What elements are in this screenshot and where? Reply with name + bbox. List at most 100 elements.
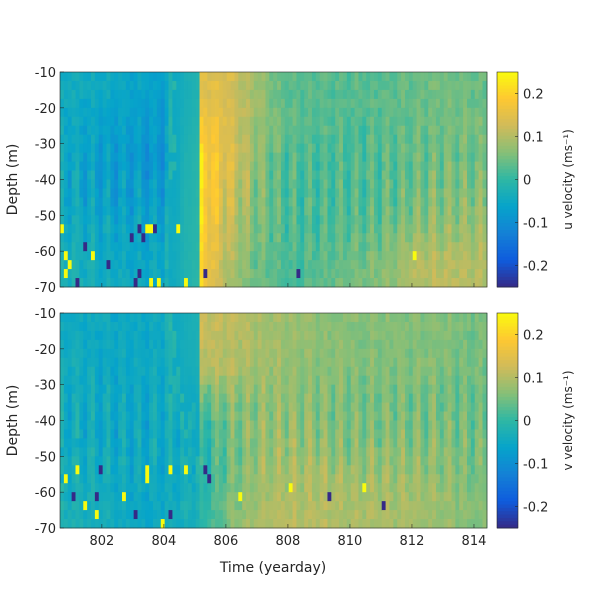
heatmap-cell — [246, 206, 250, 215]
heatmap-cell — [277, 403, 281, 412]
heatmap-cell — [87, 492, 91, 501]
heatmap-cell — [234, 251, 238, 260]
heatmap-cell — [87, 206, 91, 215]
heatmap-cell — [409, 278, 413, 287]
heatmap-cell — [231, 313, 235, 322]
heatmap-cell — [76, 322, 80, 331]
heatmap-cell — [180, 242, 184, 251]
heatmap-cell — [180, 501, 184, 510]
heatmap-cell — [114, 438, 118, 447]
heatmap-cell — [207, 108, 211, 117]
heatmap-cell — [72, 501, 76, 510]
heatmap-cell — [285, 376, 289, 385]
heatmap-cell — [211, 501, 215, 510]
heatmap-cell — [134, 510, 138, 519]
heatmap-cell — [76, 376, 80, 385]
heatmap-cell — [114, 108, 118, 117]
heatmap-cell — [157, 233, 161, 242]
heatmap-cell — [246, 81, 250, 90]
heatmap-cell — [110, 483, 114, 492]
heatmap-cell — [196, 72, 200, 81]
heatmap-cell — [265, 474, 269, 483]
heatmap-cell — [161, 126, 165, 135]
heatmap-cell — [60, 260, 64, 269]
heatmap-cell — [370, 171, 374, 180]
heatmap-cell — [196, 322, 200, 331]
heatmap-cell — [296, 519, 300, 528]
heatmap-cell — [289, 456, 293, 465]
heatmap-cell — [246, 349, 250, 358]
heatmap-cell — [211, 197, 215, 206]
heatmap-cell — [227, 117, 231, 126]
heatmap-cell — [281, 331, 285, 340]
heatmap-cell — [386, 358, 390, 367]
heatmap-cell — [343, 206, 347, 215]
heatmap-cell — [444, 72, 448, 81]
heatmap-cell — [269, 394, 273, 403]
heatmap-cell — [138, 358, 142, 367]
heatmap-cell — [265, 72, 269, 81]
heatmap-cell — [211, 519, 215, 528]
heatmap-cell — [211, 492, 215, 501]
colorbar-segment — [497, 270, 518, 274]
heatmap-cell — [413, 394, 417, 403]
heatmap-cell — [293, 188, 297, 197]
heatmap-cell — [114, 340, 118, 349]
heatmap-cell — [258, 144, 262, 153]
heatmap-cell — [242, 108, 246, 117]
heatmap-cell — [99, 171, 103, 180]
heatmap-cell — [227, 421, 231, 430]
heatmap-cell — [215, 224, 219, 233]
heatmap-cell — [405, 144, 409, 153]
heatmap-cell — [432, 90, 436, 99]
heatmap-cell — [339, 349, 343, 358]
heatmap-cell — [459, 153, 463, 162]
heatmap-cell — [420, 188, 424, 197]
heatmap-cell — [382, 349, 386, 358]
colorbar-segment — [497, 200, 518, 204]
heatmap-cell — [382, 108, 386, 117]
heatmap-cell — [355, 340, 359, 349]
heatmap-cell — [374, 519, 378, 528]
heatmap-cell — [331, 438, 335, 447]
heatmap-cell — [293, 171, 297, 180]
heatmap-cell — [258, 501, 262, 510]
heatmap-cell — [219, 162, 223, 171]
heatmap-cell — [87, 215, 91, 224]
heatmap-cell — [358, 233, 362, 242]
heatmap-cell — [153, 483, 157, 492]
heatmap-cell — [401, 358, 405, 367]
heatmap-cell — [227, 456, 231, 465]
heatmap-cell — [184, 421, 188, 430]
heatmap-cell — [114, 72, 118, 81]
heatmap-cell — [370, 144, 374, 153]
heatmap-cell — [293, 269, 297, 278]
heatmap-cell — [417, 367, 421, 376]
heatmap-cell — [172, 429, 176, 438]
heatmap-cell — [122, 278, 126, 287]
heatmap-cell — [122, 108, 126, 117]
heatmap-cell — [277, 483, 281, 492]
heatmap-cell — [223, 278, 227, 287]
heatmap-cell — [424, 144, 428, 153]
heatmap-cell — [316, 233, 320, 242]
heatmap-cell — [293, 135, 297, 144]
heatmap-cell — [308, 394, 312, 403]
heatmap-cell — [339, 81, 343, 90]
heatmap-cell — [327, 331, 331, 340]
heatmap-cell — [242, 322, 246, 331]
heatmap-cell — [389, 90, 393, 99]
heatmap-cell — [215, 251, 219, 260]
heatmap-cell — [312, 126, 316, 135]
heatmap-cell — [413, 465, 417, 474]
heatmap-cell — [242, 135, 246, 144]
heatmap-cell — [300, 171, 304, 180]
heatmap-cell — [114, 224, 118, 233]
heatmap-cell — [475, 180, 479, 189]
heatmap-cell — [366, 510, 370, 519]
heatmap-cell — [401, 465, 405, 474]
heatmap-cell — [304, 421, 308, 430]
heatmap-cell — [242, 72, 246, 81]
colorbar-segment — [497, 136, 518, 140]
heatmap-cell — [180, 90, 184, 99]
